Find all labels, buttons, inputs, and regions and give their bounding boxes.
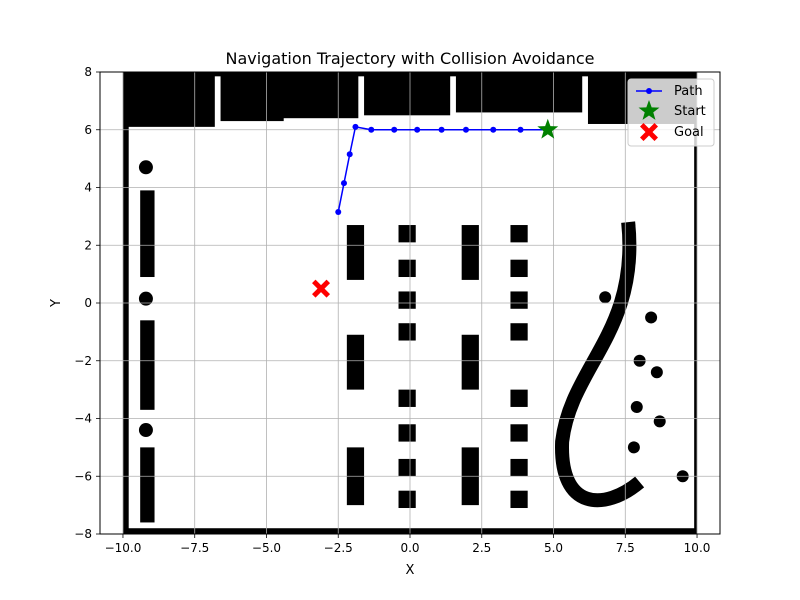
map-small-block: [510, 389, 528, 407]
map-small-block: [398, 259, 416, 278]
y-tick-label: −4: [74, 412, 92, 426]
path-point: [438, 126, 445, 133]
y-tick-label: 6: [84, 123, 92, 137]
y-tick-label: 0: [84, 296, 92, 310]
map-small-block: [510, 225, 528, 243]
map-small-block: [398, 225, 416, 243]
x-tick-label: −7.5: [180, 541, 209, 555]
path-point: [517, 126, 524, 133]
map-obstacle: [599, 291, 612, 304]
map-top-block: [220, 72, 284, 122]
legend-label-path: Path: [674, 84, 703, 99]
map-obstacle: [630, 400, 643, 413]
map-top-block: [364, 72, 451, 116]
grid-lines: [100, 71, 720, 535]
goal-marker: [312, 279, 331, 298]
path-point: [346, 151, 353, 158]
chart-title: Navigation Trajectory with Collision Avo…: [225, 49, 594, 68]
map-shelf: [461, 334, 479, 390]
map-obstacle: [645, 311, 658, 324]
map-obstacle: [653, 415, 666, 428]
map-left-pillar: [138, 291, 153, 306]
x-tick-label: 0.0: [400, 541, 419, 555]
path-point: [368, 126, 375, 133]
x-tick-label: 5.0: [544, 541, 563, 555]
map-top-block: [455, 72, 583, 113]
path-point: [490, 126, 497, 133]
map-small-block: [398, 291, 416, 309]
path-point: [340, 180, 347, 187]
legend: Path Start Goal: [627, 78, 715, 147]
map-small-block: [398, 458, 416, 477]
x-tick-label: 2.5: [472, 541, 491, 555]
map-left-pillar: [138, 423, 153, 438]
x-ticks: −10.0 −7.5 −5.0 −2.5 0.0 2.5 5.0 7.5 10.0: [105, 534, 711, 555]
path-point: [335, 209, 342, 216]
path-line: [337, 125, 548, 213]
map-shelf: [346, 225, 365, 280]
y-axis-label: Y: [49, 299, 64, 308]
map-left-pillar: [138, 160, 153, 175]
path-point: [391, 126, 398, 133]
path-point: [414, 126, 421, 133]
map-small-block: [510, 458, 528, 477]
map-obstacle: [650, 366, 663, 379]
path-series: [335, 123, 551, 216]
map-small-block: [510, 323, 528, 341]
map-obstacle: [627, 441, 640, 454]
path-point: [352, 123, 359, 130]
map-top-block-left: [122, 72, 215, 127]
map-small-block: [398, 389, 416, 407]
y-ticks: −8 −6 −4 −2 0 2 4 6 8: [74, 65, 100, 541]
x-tick-label: −10.0: [105, 541, 142, 555]
x-axis-label: X: [406, 563, 415, 578]
map-small-block: [510, 291, 528, 309]
map-small-block: [510, 259, 528, 278]
path-point: [462, 126, 469, 133]
x-tick-label: 10.0: [684, 541, 711, 555]
y-tick-label: −2: [74, 354, 92, 368]
y-tick-label: 8: [84, 65, 92, 79]
map-shelf: [461, 225, 479, 280]
x-tick-label: −2.5: [324, 541, 353, 555]
map-small-block: [510, 490, 528, 509]
x-tick-label: −5.0: [252, 541, 281, 555]
legend-path-marker: [646, 88, 652, 94]
legend-label-goal: Goal: [674, 125, 704, 140]
legend-label-start: Start: [674, 104, 706, 119]
map-left-column: [140, 447, 155, 523]
map-small-block: [398, 323, 416, 341]
map-small-block: [398, 490, 416, 509]
y-tick-label: 2: [84, 238, 92, 252]
map-left-column: [140, 190, 155, 278]
y-tick-label: 4: [84, 181, 92, 195]
markers: [312, 118, 559, 298]
legend-goal-marker: [640, 123, 658, 141]
map-small-block: [398, 424, 416, 442]
legend-start-marker: [638, 100, 660, 120]
map-shelf: [346, 334, 365, 390]
start-marker: [537, 118, 559, 139]
map-ramp: [555, 221, 645, 508]
x-tick-label: 7.5: [616, 541, 635, 555]
map-left-column: [140, 320, 155, 410]
map-top-block: [280, 72, 359, 119]
map-small-block: [510, 424, 528, 442]
y-tick-label: −6: [74, 469, 92, 483]
y-tick-label: −8: [74, 527, 92, 541]
